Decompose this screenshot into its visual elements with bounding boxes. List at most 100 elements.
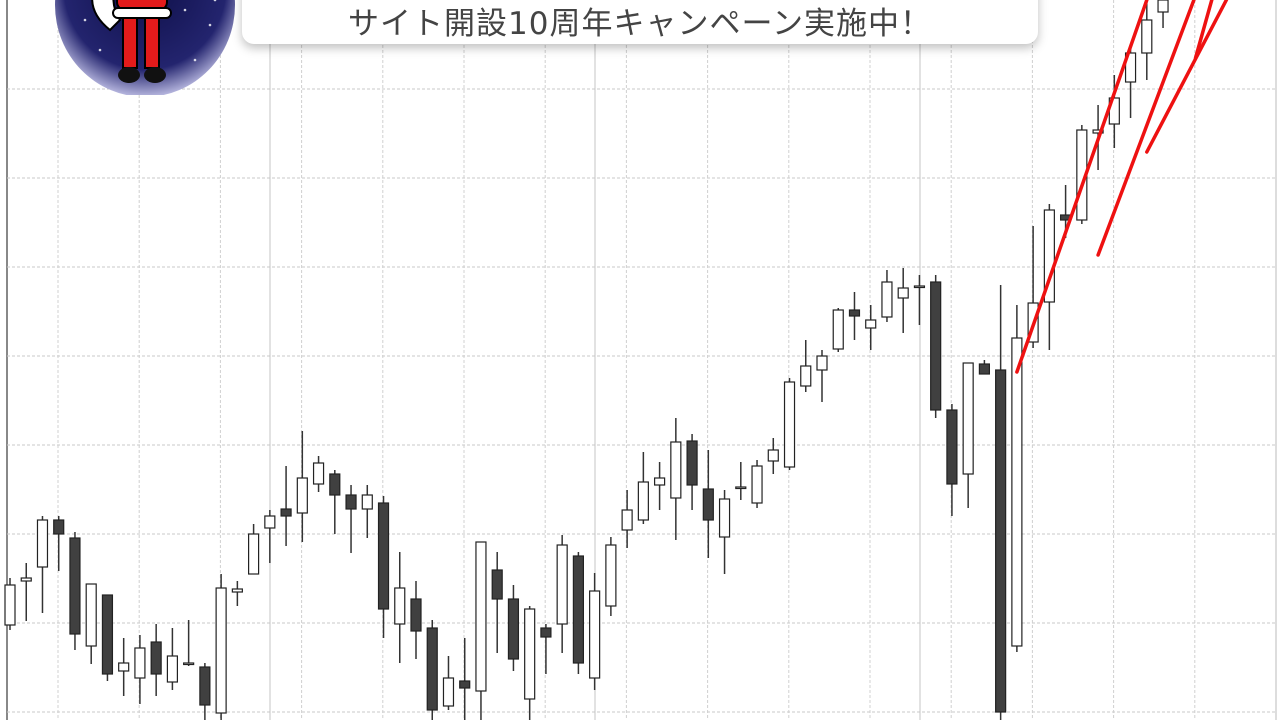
candle-body <box>978 363 991 375</box>
candle-body <box>605 544 617 607</box>
candle <box>1011 305 1023 652</box>
candle <box>69 532 81 650</box>
candle <box>751 460 763 508</box>
candle-body <box>296 477 308 514</box>
candle-body <box>361 494 373 510</box>
candle <box>783 378 796 470</box>
candle-body <box>345 494 357 510</box>
candle <box>605 537 617 616</box>
candle-body <box>410 598 422 632</box>
candle <box>670 418 682 540</box>
candle <box>199 663 211 720</box>
candle-body <box>718 498 731 538</box>
trendlines <box>1015 0 1229 374</box>
candle <box>53 516 65 571</box>
candle <box>280 466 292 546</box>
candle-body <box>4 584 16 626</box>
candle <box>248 524 260 575</box>
candle <box>20 563 32 621</box>
candle-body <box>20 577 32 582</box>
candle <box>653 462 666 510</box>
candle-body <box>1124 52 1137 83</box>
candle-body <box>783 381 796 468</box>
candle-body <box>442 677 455 707</box>
campaign-banner[interactable]: サイト開設10周年キャンペーン実施中！ <box>242 0 1038 44</box>
candle-body <box>930 281 942 411</box>
santa-logo <box>55 0 235 95</box>
candle <box>1141 2 1153 80</box>
candle <box>621 490 633 548</box>
candle <box>4 578 16 630</box>
candle-body <box>329 473 341 496</box>
candle <box>816 350 828 402</box>
candle-body <box>101 594 114 675</box>
candle-body <box>751 465 763 504</box>
candle <box>410 581 422 659</box>
candle-body <box>426 627 438 711</box>
candle-body <box>150 641 162 675</box>
candle-body <box>264 515 276 529</box>
candle <box>85 583 97 664</box>
candle <box>686 434 698 510</box>
candle-body <box>686 440 698 486</box>
candle-body <box>589 590 601 679</box>
candle <box>377 496 390 638</box>
candle-body <box>199 666 211 706</box>
candle <box>1124 45 1137 118</box>
candle-body <box>653 477 666 486</box>
candle-body <box>524 608 536 700</box>
candle <box>215 574 227 720</box>
candle-body <box>69 537 81 635</box>
candle <box>556 535 568 653</box>
candle-body <box>280 508 292 517</box>
candle <box>345 485 357 553</box>
candle-body <box>637 481 649 521</box>
candle-body <box>215 587 227 714</box>
candle <box>166 628 178 690</box>
candle-body <box>913 285 926 289</box>
candle <box>881 270 893 322</box>
candle-body <box>459 680 471 689</box>
candle <box>702 450 714 558</box>
candle <box>913 275 926 325</box>
candle-body <box>36 519 49 568</box>
candle-body <box>377 502 390 610</box>
candle <box>540 624 552 674</box>
candle-body <box>735 486 747 490</box>
candle <box>978 360 991 375</box>
candle <box>183 620 195 666</box>
candle-body <box>865 319 877 329</box>
candle-body <box>507 598 520 660</box>
candle <box>946 404 958 516</box>
candle-body <box>1043 209 1055 303</box>
candle <box>442 656 455 710</box>
candle <box>589 573 601 690</box>
candle <box>718 490 731 574</box>
candle-body <box>1011 337 1023 647</box>
santa-claus-icon <box>91 0 172 83</box>
candle <box>1157 0 1169 28</box>
candle <box>150 624 162 696</box>
candle <box>296 431 308 542</box>
candle <box>475 541 487 720</box>
candle-body <box>702 488 714 521</box>
candle <box>329 470 341 534</box>
banner-text: サイト開設10周年キャンペーン実施中！ <box>348 5 932 42</box>
candle-body <box>670 441 682 499</box>
candle <box>930 275 942 418</box>
candle-body <box>881 281 893 318</box>
candle-body <box>183 662 195 666</box>
candle <box>897 268 909 333</box>
candle <box>118 638 130 696</box>
candle <box>394 552 406 663</box>
candle <box>800 340 812 392</box>
candle <box>962 362 974 508</box>
candle <box>426 620 438 720</box>
candle-body <box>491 569 503 600</box>
candle-body <box>621 509 633 531</box>
candle <box>491 552 503 653</box>
candle-body <box>848 309 861 317</box>
candle-body <box>800 365 812 387</box>
candle-body <box>312 462 325 485</box>
